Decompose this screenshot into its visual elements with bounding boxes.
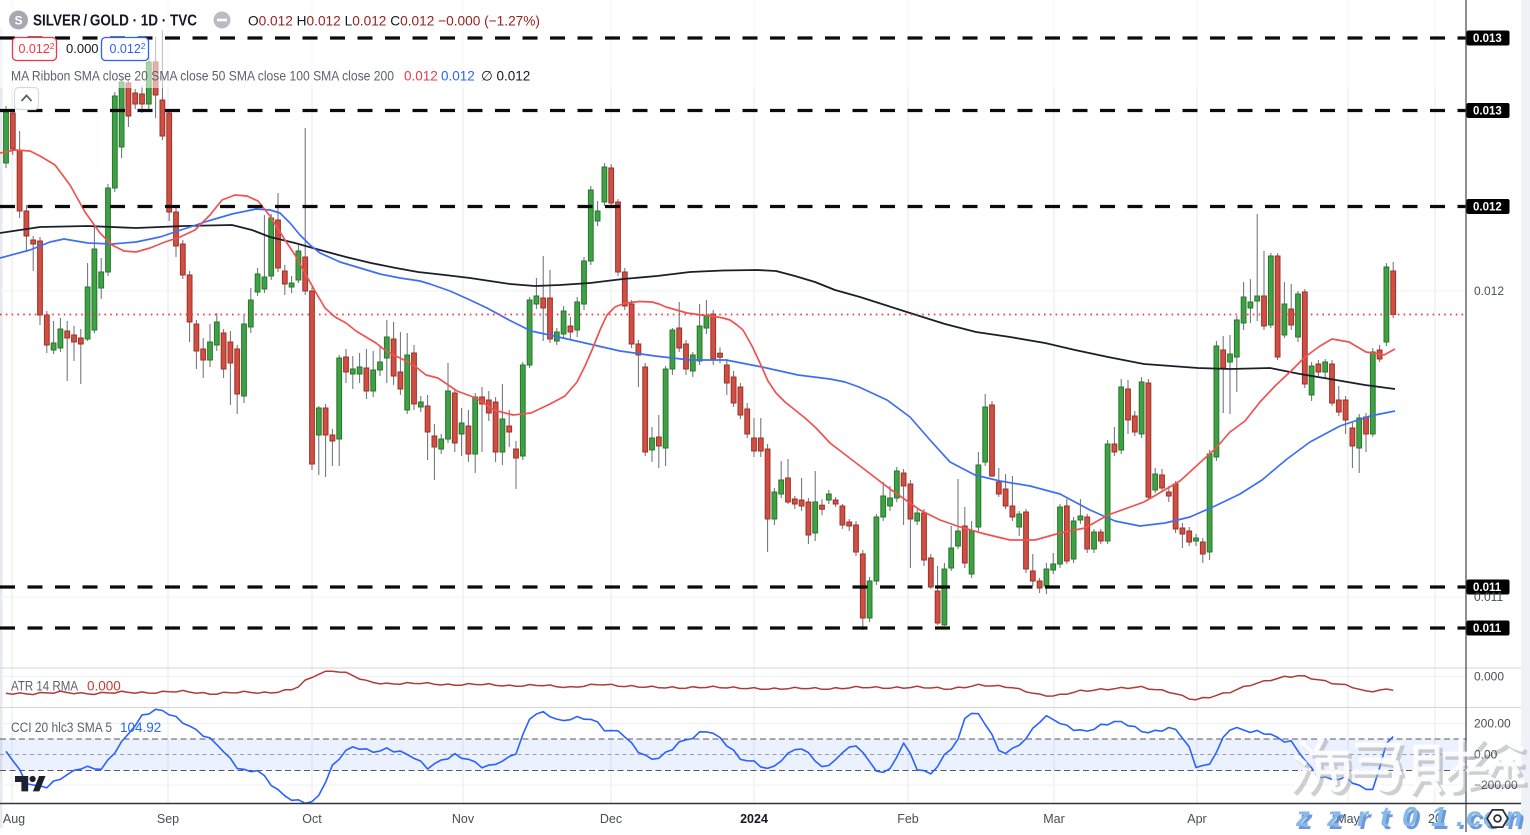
svg-text:Apr: Apr: [1187, 812, 1206, 826]
svg-text:0.013: 0.013: [1473, 106, 1502, 118]
svg-text:104.92: 104.92: [120, 720, 161, 735]
svg-text:r: r: [1357, 801, 1370, 832]
svg-text:Sep: Sep: [157, 812, 179, 826]
svg-text:Feb: Feb: [897, 812, 919, 826]
svg-text:ATR 14 RMA: ATR 14 RMA: [11, 679, 78, 694]
svg-text:S: S: [14, 14, 22, 28]
svg-text:0.011: 0.011: [1473, 582, 1502, 594]
svg-text:0.011: 0.011: [1474, 590, 1503, 604]
svg-text:c: c: [1469, 804, 1485, 835]
svg-text:0.00: 0.00: [1474, 748, 1498, 762]
svg-text:CCI 20 hlc3 SMA 5: CCI 20 hlc3 SMA 5: [11, 720, 112, 735]
svg-text:0.0122: 0.0122: [19, 41, 55, 56]
svg-text:0.000: 0.000: [1474, 670, 1504, 684]
svg-text:0.012: 0.012: [1474, 284, 1504, 298]
svg-text:0: 0: [1402, 801, 1418, 832]
svg-text:z: z: [1295, 801, 1310, 832]
svg-text:1: 1: [1431, 801, 1447, 832]
svg-text:0: 0: [1405, 804, 1421, 835]
svg-text:May: May: [1336, 812, 1360, 826]
svg-text:Dec: Dec: [600, 812, 622, 826]
svg-text:2024: 2024: [740, 812, 768, 826]
svg-text:−200.00: −200.00: [1474, 778, 1518, 792]
svg-text:0.000: 0.000: [87, 679, 121, 694]
svg-text:r: r: [1360, 804, 1373, 835]
svg-text:z: z: [1298, 804, 1313, 835]
svg-text:MA Ribbon SMA close 20 SMA clo: MA Ribbon SMA close 20 SMA close 50 SMA …: [11, 69, 394, 84]
svg-text:c: c: [1466, 801, 1482, 832]
svg-text:0.0122: 0.0122: [110, 41, 146, 56]
svg-text:O0.012 H0.012 L0.012 C0.012 −0: O0.012 H0.012 L0.012 C0.012 −0.000 (−1.2…: [248, 13, 540, 29]
svg-text:z: z: [1326, 801, 1341, 832]
svg-text:n: n: [1505, 801, 1522, 832]
svg-text:n: n: [1508, 804, 1525, 835]
svg-text:Nov: Nov: [452, 812, 475, 826]
svg-text:0.012: 0.012: [404, 69, 438, 84]
svg-text:0.011: 0.011: [1473, 623, 1502, 635]
svg-text:200.00: 200.00: [1474, 717, 1511, 731]
svg-text:0.000: 0.000: [66, 41, 99, 56]
svg-text:.: .: [1456, 801, 1464, 832]
svg-text:Oct: Oct: [302, 812, 322, 826]
svg-text:z: z: [1329, 804, 1344, 835]
svg-text:0.012: 0.012: [1473, 202, 1502, 214]
svg-text:Mar: Mar: [1043, 812, 1065, 826]
svg-text:1: 1: [1434, 804, 1450, 835]
svg-text:Aug: Aug: [3, 812, 25, 826]
svg-text:20: 20: [1428, 812, 1442, 826]
svg-text:.: .: [1459, 804, 1467, 835]
svg-text:SILVER / GOLD · 1D · TVC: SILVER / GOLD · 1D · TVC: [33, 13, 197, 30]
svg-text:0.013: 0.013: [1473, 33, 1502, 45]
svg-text:t: t: [1380, 801, 1391, 832]
svg-text:0.012: 0.012: [441, 69, 475, 84]
svg-text:∅ 0.012: ∅ 0.012: [481, 69, 530, 84]
svg-text:t: t: [1383, 804, 1394, 835]
